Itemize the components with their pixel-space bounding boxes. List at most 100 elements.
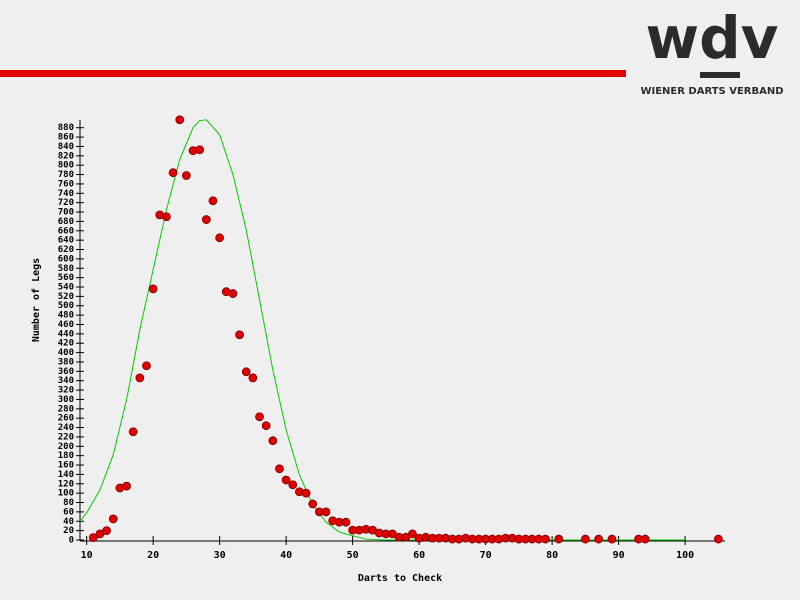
y-tick-label: 200 [58,442,74,452]
data-point [640,534,650,544]
data-point [208,196,218,206]
y-tick-label: 220 [58,432,74,442]
data-point [275,464,284,474]
x-axis-label: Darts to Check [358,573,442,584]
y-tick-label: 60 [63,507,74,517]
y-tick-label: 340 [58,376,74,386]
y-tick-label: 300 [58,395,74,405]
data-point [248,373,258,383]
data-point [554,534,564,544]
data-point [201,215,211,224]
data-point [88,533,98,543]
y-tick-label: 460 [58,320,74,330]
y-tick-label: 600 [58,254,74,264]
data-point [142,361,151,371]
x-tick-label: 50 [347,550,359,561]
data-point [162,212,171,222]
x-tick-label: 70 [480,550,492,561]
header-bar [0,70,626,77]
y-tick-label: 660 [58,226,74,236]
data-point [281,475,291,485]
y-tick-label: 380 [58,357,74,367]
data-point [181,171,191,180]
data-point [195,145,205,155]
x-tick-label: 20 [147,550,159,561]
y-tick-label: 360 [58,367,74,377]
data-point [215,233,225,243]
y-tick-label: 680 [58,217,74,227]
y-tick-label: 580 [58,264,74,274]
y-tick-label: 140 [58,470,74,480]
x-tick-label: 30 [214,550,226,561]
x-tick-label: 40 [280,550,292,561]
logo-tagline: WIENER DARTS VERBAND [640,86,783,97]
y-tick-label: 440 [58,329,74,339]
y-tick-label: 800 [58,161,74,171]
y-tick-label: 400 [58,348,74,358]
x-tick-label: 100 [676,550,694,561]
data-point [128,427,138,437]
x-tick-label: 80 [546,550,558,561]
y-tick-label: 280 [58,404,74,414]
y-tick-label: 160 [58,461,74,471]
y-tick-label: 260 [58,414,74,424]
data-point [580,534,590,544]
y-tick-label: 240 [58,423,74,433]
y-tick-label: 540 [58,283,74,293]
y-tick-label: 0 [69,536,74,546]
y-tick-label: 840 [58,142,74,152]
data-point [108,514,118,524]
data-point [175,115,185,125]
y-tick-label: 20 [63,526,74,536]
data-point [713,534,723,544]
y-tick-label: 100 [58,489,74,499]
data-point [228,289,238,298]
data-point [122,481,131,491]
y-tick-label: 700 [58,208,74,218]
data-point [321,507,331,517]
fit-line [79,119,686,541]
y-tick-label: 120 [58,479,74,489]
data-point [288,480,298,490]
data-point [255,412,264,422]
data-point [301,488,311,498]
y-tick-label: 740 [58,189,74,199]
x-tick-label: 60 [413,550,425,561]
y-axis-label: Number of Legs [31,258,42,342]
y-tick-label: 480 [58,311,74,321]
data-point [148,284,158,294]
y-tick-label: 860 [58,133,74,143]
y-tick-label: 640 [58,236,74,246]
y-tick-label: 620 [58,245,74,255]
data-point [408,529,417,539]
y-tick-label: 880 [58,123,74,133]
data-point [241,367,251,377]
logo-dart [700,72,740,78]
data-point [168,168,178,178]
data-point [261,421,271,431]
data-point [135,373,145,383]
data-point [341,517,351,527]
y-tick-label: 780 [58,170,74,180]
x-tick-label: 10 [81,550,93,561]
y-tick-label: 820 [58,151,74,161]
y-tick-label: 720 [58,198,74,208]
y-tick-label: 180 [58,451,74,461]
y-tick-label: 520 [58,292,74,302]
data-point [541,534,550,544]
x-tick-label: 90 [613,550,625,561]
data-point [607,534,617,544]
y-tick-label: 80 [63,498,74,508]
logo: wdv [646,4,779,72]
data-point [594,534,604,544]
data-point [268,436,278,446]
data-point [308,499,318,509]
y-tick-label: 760 [58,179,74,189]
y-tick-label: 560 [58,273,74,283]
data-point [102,526,111,536]
y-tick-label: 420 [58,339,74,349]
y-tick-label: 320 [58,386,74,396]
data-point [235,330,244,340]
y-tick-label: 40 [63,517,74,527]
